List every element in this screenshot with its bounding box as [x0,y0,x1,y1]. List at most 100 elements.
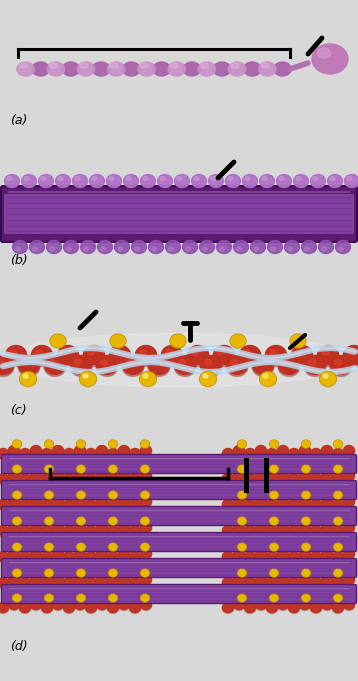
Ellipse shape [256,548,266,558]
Ellipse shape [50,334,66,348]
Ellipse shape [256,471,266,481]
Ellipse shape [13,491,21,499]
Ellipse shape [52,497,64,507]
Ellipse shape [289,473,300,484]
Ellipse shape [334,570,342,576]
Ellipse shape [256,575,266,584]
Ellipse shape [313,176,318,180]
Ellipse shape [135,347,157,366]
Ellipse shape [30,497,42,507]
Ellipse shape [141,466,149,472]
Ellipse shape [109,570,117,576]
Ellipse shape [300,496,310,507]
Ellipse shape [256,522,266,533]
Ellipse shape [97,599,107,609]
Ellipse shape [74,575,86,584]
Ellipse shape [45,570,53,576]
Ellipse shape [140,440,150,448]
Ellipse shape [118,575,130,586]
Ellipse shape [141,492,149,498]
Ellipse shape [279,176,284,180]
Ellipse shape [270,517,279,525]
Ellipse shape [233,549,245,560]
Ellipse shape [233,522,245,533]
Ellipse shape [74,549,86,560]
Ellipse shape [130,577,140,588]
Ellipse shape [258,62,276,76]
Ellipse shape [85,474,97,485]
Ellipse shape [239,347,261,366]
Ellipse shape [270,441,278,447]
Ellipse shape [30,549,42,560]
Ellipse shape [0,360,4,365]
Ellipse shape [118,600,130,611]
Ellipse shape [270,518,278,524]
Ellipse shape [52,549,64,560]
Ellipse shape [109,466,117,472]
Ellipse shape [301,543,310,551]
Ellipse shape [333,473,343,484]
Ellipse shape [140,549,152,560]
Ellipse shape [51,335,65,347]
Ellipse shape [211,176,216,180]
Ellipse shape [17,62,34,76]
Ellipse shape [30,548,42,558]
Ellipse shape [9,575,19,584]
Ellipse shape [19,372,37,387]
Ellipse shape [343,471,354,481]
Ellipse shape [130,603,140,612]
Ellipse shape [302,492,310,498]
Ellipse shape [19,449,31,460]
Ellipse shape [96,600,108,611]
Ellipse shape [301,517,310,525]
Ellipse shape [49,247,54,251]
Ellipse shape [174,355,195,375]
Ellipse shape [130,552,140,562]
Ellipse shape [10,349,16,355]
Ellipse shape [63,526,75,537]
FancyBboxPatch shape [4,194,354,234]
Ellipse shape [63,578,75,588]
Ellipse shape [170,334,186,348]
Ellipse shape [74,471,86,481]
Ellipse shape [85,552,97,563]
Ellipse shape [140,471,152,481]
Ellipse shape [122,355,144,375]
Ellipse shape [252,355,274,375]
Ellipse shape [270,465,279,473]
Ellipse shape [310,578,322,588]
Ellipse shape [52,446,64,456]
Ellipse shape [334,491,343,499]
Ellipse shape [277,600,289,611]
Ellipse shape [97,471,107,481]
Ellipse shape [83,347,105,366]
Ellipse shape [77,594,86,602]
Ellipse shape [41,500,53,511]
Ellipse shape [321,522,333,533]
Ellipse shape [58,345,78,364]
Ellipse shape [166,349,173,355]
Ellipse shape [53,496,63,507]
Ellipse shape [118,548,130,558]
Ellipse shape [52,600,64,611]
Ellipse shape [140,523,152,533]
Ellipse shape [233,523,245,533]
Ellipse shape [19,474,31,485]
Ellipse shape [199,240,214,253]
Ellipse shape [107,449,119,460]
Ellipse shape [15,247,20,251]
Ellipse shape [86,449,97,458]
Ellipse shape [41,578,53,588]
Ellipse shape [140,543,150,551]
Ellipse shape [49,360,55,365]
Ellipse shape [301,465,310,473]
Ellipse shape [92,62,110,76]
Ellipse shape [30,446,42,456]
Ellipse shape [231,63,239,68]
Ellipse shape [13,543,21,550]
Ellipse shape [321,575,333,586]
Ellipse shape [237,517,247,525]
Text: (c): (c) [10,404,26,417]
Ellipse shape [217,240,232,253]
Ellipse shape [177,176,182,180]
